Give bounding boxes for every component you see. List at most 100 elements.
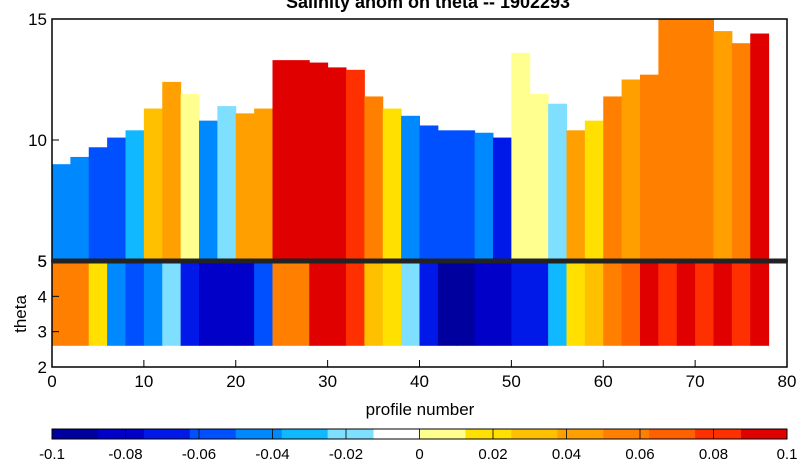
x-axis-label: profile number <box>366 400 475 419</box>
lower-field-column <box>180 261 200 346</box>
lower-field-column <box>235 261 255 346</box>
lower-field-column <box>695 261 714 346</box>
upper-field-column <box>88 147 108 261</box>
lower-field-column <box>143 261 163 346</box>
upper-field-column <box>235 113 255 261</box>
upper-field-column <box>584 120 604 261</box>
upper-field-column <box>327 67 347 261</box>
colorbar <box>52 429 788 439</box>
colorbar-segment <box>327 429 375 439</box>
colorbar-tick-label: 0.02 <box>478 446 507 463</box>
x-tick-label: 70 <box>686 372 705 391</box>
lower-y-tick-label: 2 <box>38 358 47 377</box>
lower-field-column <box>327 261 347 346</box>
upper-field-column <box>676 19 696 261</box>
upper-field-column <box>658 19 678 261</box>
colorbar-segment <box>373 429 420 439</box>
lower-field-column <box>125 261 145 346</box>
upper-field-column <box>493 137 512 261</box>
lower-field-column <box>456 261 476 346</box>
lower-field-column <box>88 261 108 346</box>
colorbar-segment <box>52 429 99 439</box>
lower-field-column <box>566 261 586 346</box>
lower-field-column <box>658 261 678 346</box>
colorbar-segment <box>511 429 558 439</box>
colorbar-axis: -0.1 -0.08 -0.06 -0.04 -0.02 0 0.02 0.04 0.06 0.0… <box>39 429 797 463</box>
upper-y-axis: 5 10 15 <box>28 10 59 271</box>
colorbar-tick-label: 0.06 <box>625 446 654 463</box>
lower-field-column <box>511 261 531 346</box>
upper-field-column <box>437 130 457 261</box>
lower-field-column <box>584 261 604 346</box>
colorbar-tick-label: 0.1 <box>777 446 798 463</box>
colorbar-tick-label: -0.06 <box>182 446 216 463</box>
upper-field-column <box>456 130 476 261</box>
colorbar-tick-label: 0 <box>415 446 423 463</box>
colorbar-segment <box>143 429 191 439</box>
lower-field-column <box>309 261 329 346</box>
upper-field-column <box>180 94 200 261</box>
upper-field-column <box>346 69 365 261</box>
upper-field-column <box>603 96 623 261</box>
upper-y-tick-label: 10 <box>28 131 47 150</box>
upper-field-column <box>640 74 659 261</box>
colorbar-tick-label: -0.08 <box>108 446 142 463</box>
lower-field-column <box>70 261 90 346</box>
colorbar-segment <box>419 429 466 439</box>
x-tick-label: 30 <box>318 372 337 391</box>
lower-panel-field <box>52 261 770 346</box>
colorbar-tick-label: -0.04 <box>255 446 289 463</box>
lower-field-column <box>290 261 310 346</box>
lower-field-column <box>603 261 623 346</box>
upper-field-column <box>401 115 420 261</box>
lower-field-column <box>621 261 641 346</box>
x-axis: 0 10 20 30 40 50 60 70 80 <box>47 360 796 391</box>
lower-field-column <box>254 261 273 346</box>
x-tick-label: 50 <box>502 372 521 391</box>
x-tick-label: 10 <box>134 372 153 391</box>
lower-field-column <box>713 261 733 346</box>
upper-field-column <box>107 137 126 261</box>
upper-field-column <box>548 103 567 261</box>
lower-field-column <box>107 261 126 346</box>
upper-field-column <box>309 62 329 261</box>
colorbar-segment <box>649 429 696 439</box>
colorbar-tick-label: -0.02 <box>329 446 363 463</box>
upper-field-column <box>52 164 71 261</box>
lower-y-axis: 2 3 4 5 <box>38 252 59 377</box>
colorbar-segment <box>97 429 145 439</box>
upper-field-column <box>750 33 770 261</box>
upper-field-column <box>364 96 384 261</box>
lower-y-tick-label: 4 <box>38 287 47 306</box>
lower-field-column <box>493 261 512 346</box>
upper-field-column <box>695 19 714 261</box>
lower-field-column <box>217 261 237 346</box>
upper-field-column <box>419 125 439 261</box>
upper-field-column <box>713 31 733 261</box>
upper-field-column <box>566 130 586 261</box>
lower-field-column <box>419 261 439 346</box>
lower-y-tick-label: 5 <box>38 252 47 271</box>
lower-field-column <box>401 261 420 346</box>
upper-field-column <box>529 94 549 261</box>
upper-field-column <box>290 60 310 261</box>
lower-y-tick-label: 3 <box>38 323 47 342</box>
y-axis-label: theta <box>11 295 30 333</box>
upper-field-column <box>731 43 751 261</box>
colorbar-segment <box>557 429 604 439</box>
upper-field-column <box>143 108 163 261</box>
lower-field-column <box>364 261 384 346</box>
x-tick-label: 0 <box>47 372 56 391</box>
x-tick-label: 80 <box>778 372 797 391</box>
lower-field-column <box>548 261 567 346</box>
lower-field-column <box>52 261 71 346</box>
colorbar-segment <box>741 429 788 439</box>
colorbar-tick-label: 0.08 <box>699 446 728 463</box>
upper-field-column <box>474 132 494 261</box>
upper-field-column <box>511 52 531 261</box>
lower-field-column <box>199 261 218 346</box>
colorbar-segment <box>465 429 512 439</box>
upper-y-tick-label: 5 <box>38 252 47 271</box>
lower-field-column <box>272 261 292 346</box>
